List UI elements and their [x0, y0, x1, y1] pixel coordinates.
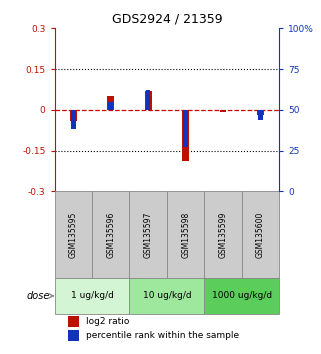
- Bar: [220, 110, 226, 112]
- Title: GDS2924 / 21359: GDS2924 / 21359: [112, 13, 222, 26]
- Bar: [70, 110, 77, 121]
- Bar: [183, 110, 188, 147]
- FancyBboxPatch shape: [204, 191, 242, 278]
- Text: GSM135596: GSM135596: [106, 212, 115, 258]
- FancyBboxPatch shape: [129, 191, 167, 278]
- Text: dose: dose: [27, 291, 50, 301]
- Text: 10 ug/kg/d: 10 ug/kg/d: [143, 291, 191, 300]
- Bar: [145, 91, 152, 110]
- Text: GSM135595: GSM135595: [69, 212, 78, 258]
- Text: percentile rank within the sample: percentile rank within the sample: [86, 331, 239, 340]
- FancyBboxPatch shape: [204, 278, 279, 314]
- FancyBboxPatch shape: [55, 278, 129, 314]
- FancyBboxPatch shape: [167, 191, 204, 278]
- Bar: [108, 102, 113, 110]
- Text: GSM135598: GSM135598: [181, 212, 190, 258]
- Text: log2 ratio: log2 ratio: [86, 317, 129, 326]
- Bar: [257, 110, 264, 115]
- FancyBboxPatch shape: [242, 191, 279, 278]
- Text: GSM135599: GSM135599: [219, 212, 228, 258]
- Bar: [68, 316, 79, 327]
- Bar: [68, 330, 79, 341]
- FancyBboxPatch shape: [55, 191, 92, 278]
- Text: 1 ug/kg/d: 1 ug/kg/d: [71, 291, 113, 300]
- Text: GSM135600: GSM135600: [256, 212, 265, 258]
- Bar: [258, 110, 263, 120]
- Text: GSM135597: GSM135597: [144, 212, 153, 258]
- Bar: [107, 96, 114, 110]
- FancyBboxPatch shape: [92, 191, 129, 278]
- Bar: [71, 110, 75, 129]
- Bar: [182, 110, 189, 161]
- FancyBboxPatch shape: [129, 278, 204, 314]
- Text: 1000 ug/kg/d: 1000 ug/kg/d: [212, 291, 272, 300]
- Bar: [146, 90, 151, 110]
